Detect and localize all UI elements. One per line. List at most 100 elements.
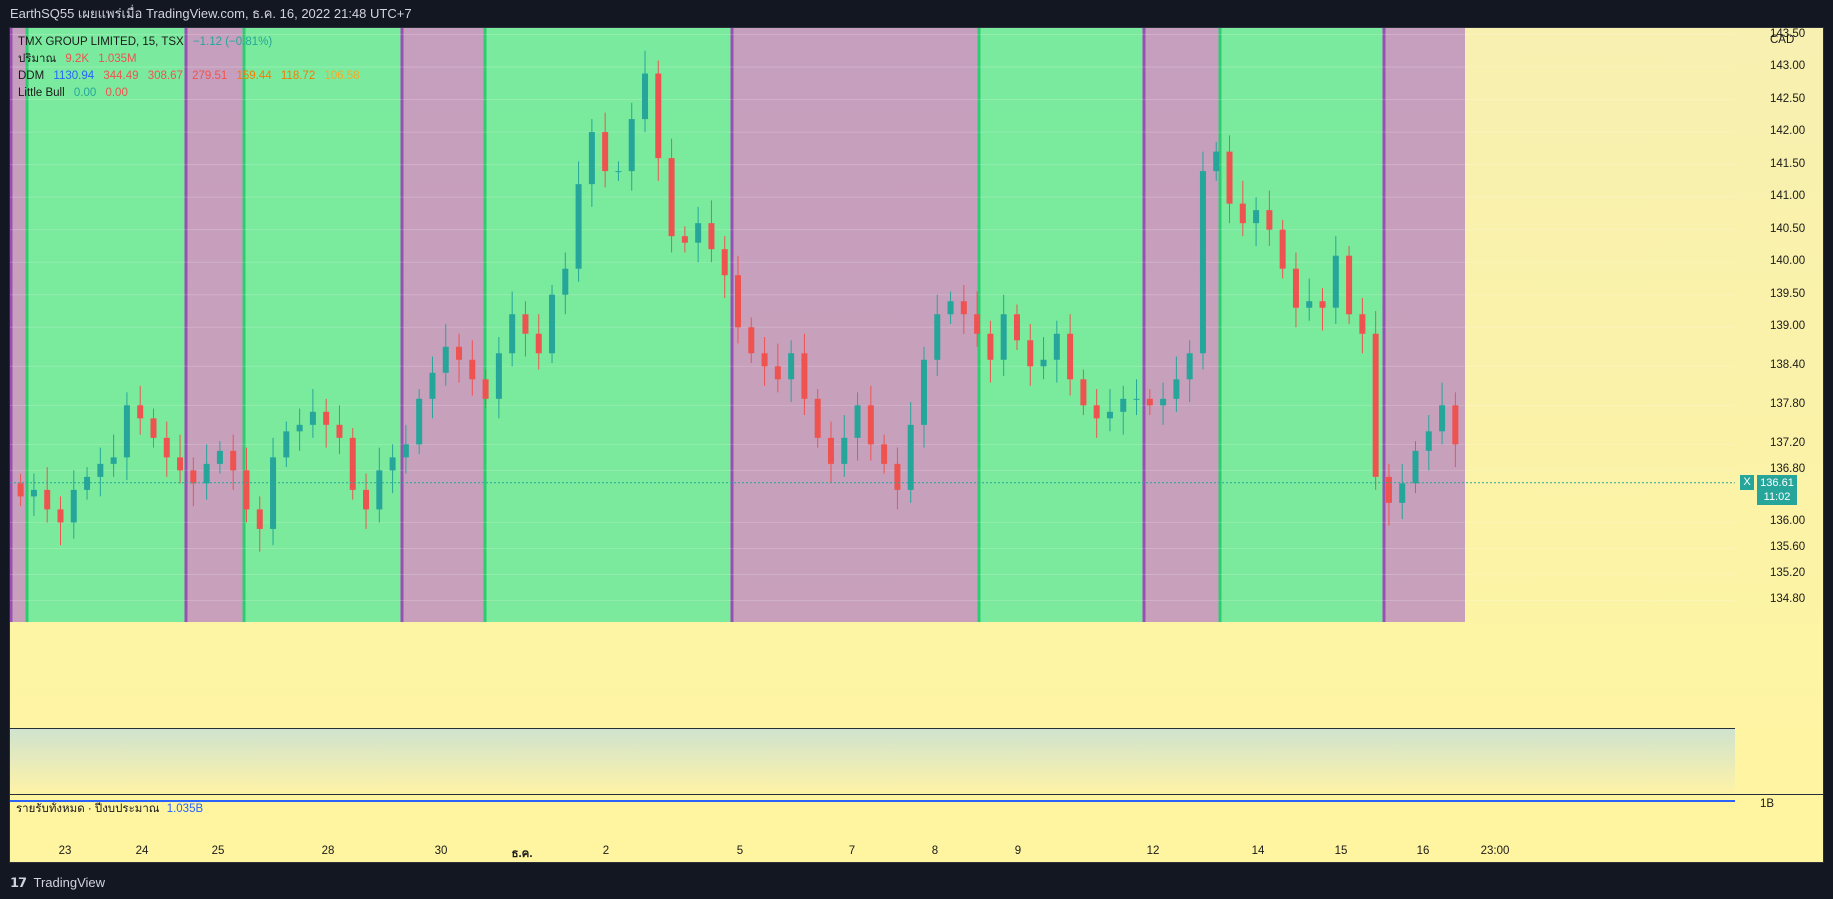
legend-symbol[interactable]: TMX GROUP LIMITED, 15, TSX [18, 36, 184, 48]
candle-body [1027, 340, 1034, 367]
price-tick: 139.00 [1770, 320, 1806, 333]
candle-body [429, 372, 436, 399]
time-label: 24 [135, 845, 149, 857]
candle-body [987, 333, 994, 360]
candle-body [814, 398, 821, 438]
candle-body [70, 489, 77, 523]
price-scale[interactable]: CAD 143.50 143.00 142.50 142.00 141.50 141.00… [1740, 28, 1823, 728]
candle-body [256, 509, 263, 529]
ddm-value-2: 344.49 [103, 70, 139, 82]
candle-body [270, 457, 277, 529]
price-tick: 140.00 [1770, 255, 1806, 268]
candle-body [1452, 405, 1459, 445]
time-label: 23:00 [1480, 845, 1510, 857]
candle-body [1279, 229, 1286, 269]
candle-body [57, 509, 64, 523]
price-tick: 137.20 [1770, 437, 1806, 450]
candle-body [230, 450, 237, 471]
candle-body [562, 268, 569, 295]
revenue-line [10, 800, 1735, 802]
price-tick: 139.50 [1770, 287, 1806, 300]
candle-body [243, 470, 250, 510]
legend-ddm-label[interactable]: DDM [18, 70, 45, 82]
current-price-marker[interactable]: X [1740, 474, 1754, 490]
candle-body [1253, 210, 1260, 224]
candle-body [761, 353, 768, 367]
legend-volume-label[interactable]: ปริมาณ [18, 53, 57, 65]
candle-body [190, 470, 197, 484]
candle-body [788, 353, 795, 380]
candle-body [1000, 314, 1007, 360]
candle-body [668, 158, 675, 237]
chart-area[interactable]: TMX GROUP LIMITED, 15, TSX −1.12 (−0.81%… [9, 27, 1824, 863]
candle-body [30, 489, 37, 497]
candle-body [402, 444, 409, 458]
candle-body [84, 476, 91, 490]
candle-body [110, 457, 117, 464]
revenue-label: รายรับทั้งหมด · ปีงบประมาณ [16, 803, 160, 815]
tradingview-wordmark: TradingView [33, 875, 106, 890]
candle-body [216, 450, 223, 464]
candle-body [735, 275, 741, 328]
candle-body [1160, 398, 1167, 406]
bear-zone [1143, 28, 1219, 622]
candle-body [17, 483, 24, 497]
candle-body [522, 314, 529, 334]
candle-body [960, 301, 967, 315]
time-label: 16 [1416, 845, 1430, 857]
ddm-value-6: 118.72 [280, 70, 316, 82]
littlebull-value-1: 0.00 [73, 87, 97, 99]
revenue-subpanel[interactable]: รายรับทั้งหมด · ปีงบประมาณ 1.035B 1B [10, 794, 1823, 862]
candle-body [389, 457, 396, 471]
bull-zone [484, 28, 731, 622]
price-tick: 142.00 [1770, 125, 1806, 138]
price-chart[interactable] [10, 28, 1824, 728]
candle-body [642, 73, 649, 120]
candle-body [1173, 379, 1180, 399]
price-tick: 141.00 [1770, 190, 1806, 203]
current-price-value: 136.61 [1760, 476, 1794, 489]
candle-body [283, 431, 290, 458]
candle-body [881, 444, 888, 464]
candle-body [336, 424, 343, 438]
legend-littlebull-label[interactable]: Little Bull [18, 87, 65, 99]
candle-body [602, 132, 609, 172]
footer: 𝟭𝟳 TradingView [0, 866, 1833, 899]
price-tick: 137.80 [1770, 398, 1806, 411]
candle-body [947, 301, 954, 315]
price-tick: 135.20 [1770, 567, 1806, 580]
time-label: 14 [1251, 845, 1265, 857]
volume-subpanel[interactable] [10, 728, 1735, 794]
ddm-value-7: 106.58 [324, 70, 360, 82]
candle-body [575, 184, 582, 269]
candle-body [934, 314, 941, 360]
candle-body [163, 437, 170, 458]
time-label: 9 [1014, 845, 1022, 857]
candle-body [867, 405, 874, 445]
candle-body [1425, 431, 1432, 451]
tradingview-logo[interactable]: 𝟭𝟳 TradingView [10, 875, 105, 891]
candle-body [469, 359, 476, 380]
candle-body [509, 314, 516, 354]
candle-body [97, 463, 104, 477]
time-label: 23 [58, 845, 72, 857]
time-axis[interactable]: 23 24 25 28 30 ธ.ค. 2 5 7 8 9 12 14 15 16 23:00 [10, 837, 1823, 862]
candle-body [854, 405, 861, 438]
price-tick: 136.80 [1770, 463, 1806, 476]
candle-body [549, 294, 556, 354]
candle-body [894, 463, 901, 490]
candle-body [774, 366, 781, 380]
time-label: 7 [848, 845, 856, 857]
candle-body [177, 457, 184, 471]
candle-body [203, 463, 210, 484]
legend-volume-value: 9.2K [65, 53, 90, 65]
bar-countdown: 11:02 [1763, 490, 1791, 503]
bear-zone [185, 28, 243, 622]
candle-body [1213, 151, 1220, 172]
candle-body [1226, 151, 1233, 204]
legend-change: −1.12 (−0.81%) [192, 36, 273, 48]
candle-body [363, 489, 370, 510]
candle-body [1399, 483, 1406, 503]
price-tick: 136.00 [1770, 515, 1806, 528]
candle-body [1120, 398, 1127, 412]
